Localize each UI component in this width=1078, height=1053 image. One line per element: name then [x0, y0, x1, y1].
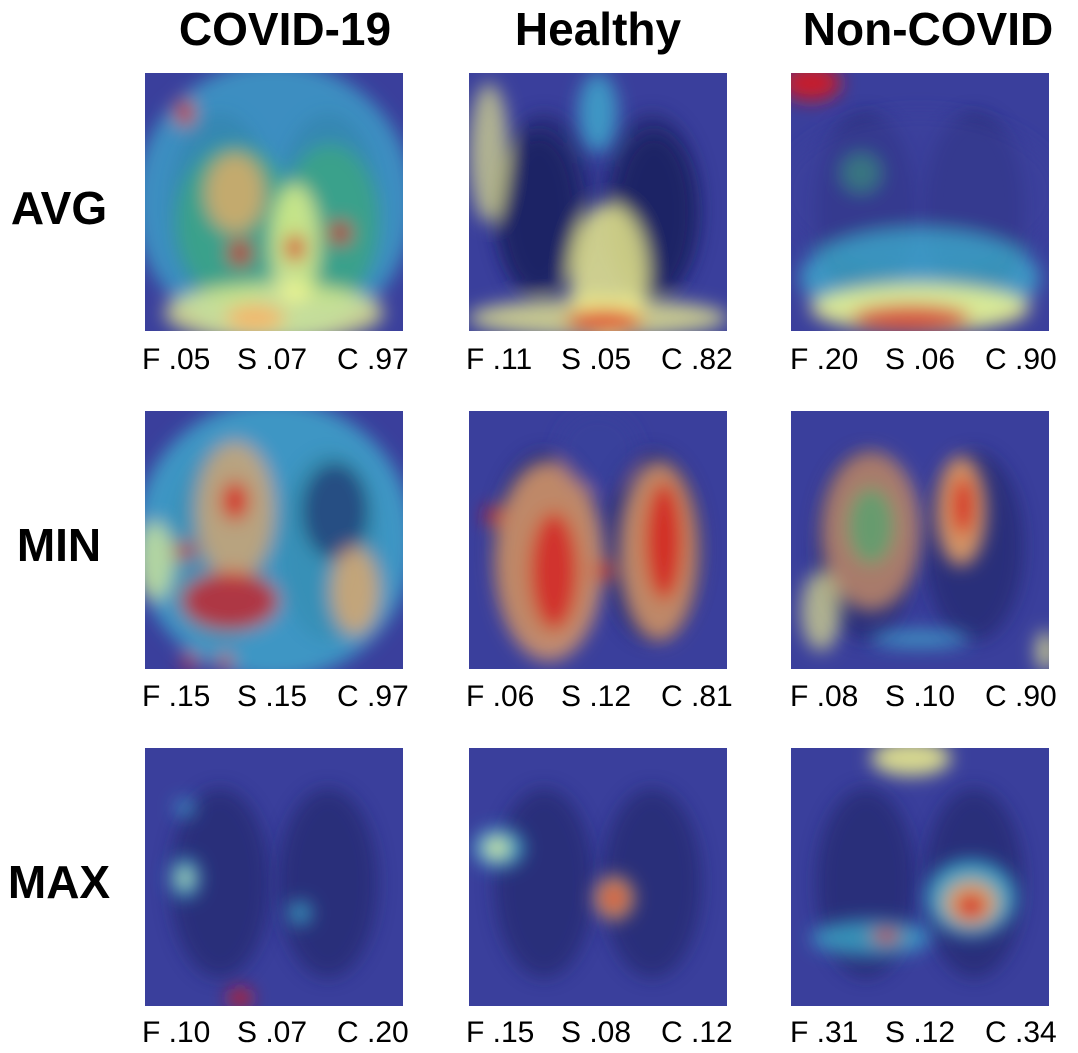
heatmap-panel-min-covid: [145, 411, 403, 669]
row-header-min: MIN: [16, 519, 102, 571]
chest-xray-image: [145, 411, 403, 669]
caption-c: C .97: [337, 343, 409, 376]
caption-s: S .05: [561, 343, 632, 376]
caption-f: F .06: [466, 680, 535, 713]
caption-max-non-covid: F .31 S .12 C .34: [790, 1013, 1070, 1053]
heatmap-panel-max-covid: [145, 748, 403, 1006]
caption-c: C .20: [337, 1016, 409, 1049]
heatmap-panel-avg-non-covid: [791, 73, 1049, 331]
caption-avg-healthy: F .11 S .05 C .82: [466, 340, 746, 380]
caption-s: S .12: [885, 1016, 956, 1049]
caption-f: F .15: [466, 1016, 535, 1049]
heatmap-panel-min-non-covid: [791, 411, 1049, 669]
caption-s: S .07: [237, 1016, 308, 1049]
caption-c: C .97: [337, 680, 409, 713]
column-header-covid: COVID-19: [178, 3, 392, 55]
heatmap-panel-max-non-covid: [791, 748, 1049, 1006]
heatmap-panel-avg-healthy: [469, 73, 727, 331]
chest-xray-image: [791, 748, 1049, 1006]
caption-c: C .82: [661, 343, 733, 376]
caption-min-healthy: F .06 S .12 C .81: [466, 677, 746, 717]
caption-c: C .34: [985, 1016, 1057, 1049]
chest-xray-image: [791, 73, 1049, 331]
caption-s: S .06: [885, 343, 956, 376]
caption-f: F .15: [142, 680, 211, 713]
heatmap-panel-avg-covid: [145, 73, 403, 331]
caption-s: S .08: [561, 1016, 632, 1049]
caption-f: F .31: [790, 1016, 859, 1049]
row-header-avg: AVG: [10, 182, 108, 234]
caption-f: F .10: [142, 1016, 211, 1049]
chest-xray-image: [145, 73, 403, 331]
heatmap-panel-min-healthy: [469, 411, 727, 669]
chest-xray-image: [469, 748, 727, 1006]
caption-c: C .12: [661, 1016, 733, 1049]
caption-min-covid: F .15 S .15 C .97: [142, 677, 422, 717]
caption-f: F .08: [790, 680, 859, 713]
caption-s: S .12: [561, 680, 632, 713]
caption-s: S .07: [237, 343, 308, 376]
heatmap-panel-max-healthy: [469, 748, 727, 1006]
caption-f: F .05: [142, 343, 211, 376]
caption-f: F .20: [790, 343, 859, 376]
column-header-healthy: Healthy: [514, 3, 682, 55]
chest-xray-image: [145, 748, 403, 1006]
caption-c: C .81: [661, 680, 733, 713]
caption-min-non-covid: F .08 S .10 C .90: [790, 677, 1070, 717]
column-header-non-covid: Non-COVID: [802, 3, 1054, 55]
chest-xray-image: [469, 73, 727, 331]
row-header-max: MAX: [7, 856, 111, 908]
caption-max-covid: F .10 S .07 C .20: [142, 1013, 422, 1053]
caption-s: S .15: [237, 680, 308, 713]
caption-s: S .10: [885, 680, 956, 713]
chest-xray-image: [469, 411, 727, 669]
chest-xray-image: [791, 411, 1049, 669]
caption-c: C .90: [985, 680, 1057, 713]
caption-avg-covid: F .05 S .07 C .97: [142, 340, 422, 380]
caption-f: F .11: [466, 343, 533, 376]
caption-c: C .90: [985, 343, 1057, 376]
caption-max-healthy: F .15 S .08 C .12: [466, 1013, 746, 1053]
caption-avg-non-covid: F .20 S .06 C .90: [790, 340, 1070, 380]
